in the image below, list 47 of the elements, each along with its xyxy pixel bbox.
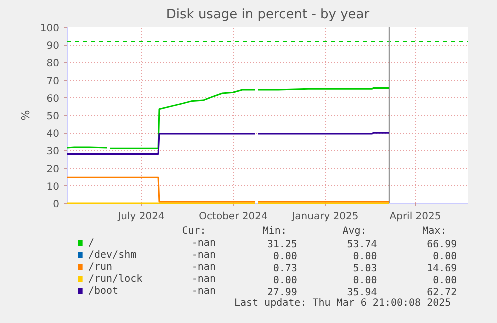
text: 0.00 [353,252,378,262]
legend-label: /run [88,262,113,273]
text: 53.74 [347,240,378,250]
text: 0.00 [353,276,378,286]
text: 35.94 [347,288,378,298]
x-tick-label: July 2024 [117,212,165,222]
text: Last update: Thu Mar 6 21:00:08 2025 [234,298,452,309]
y-tick-label: 50 [46,112,60,122]
text: 0.00 [273,276,298,286]
y-tick-label: 20 [46,164,60,176]
y-tick-label: 40 [46,129,60,140]
text: Avg: [342,226,367,237]
text: -nan [192,286,216,297]
y-tick-label: 60 [46,94,60,105]
text: -nan [192,250,216,261]
y-tick-label: 10 [46,182,60,193]
y-tick-label: 80 [46,58,60,70]
text: 27.99 [267,288,298,298]
text: Min: [262,226,287,237]
x-tick-label: January 2025 [291,212,359,222]
legend-label: /run/lock [88,274,143,285]
text: 62.72 [427,288,458,298]
y-tick-label: 100 [40,24,60,34]
x-tick-label: October 2024 [199,212,268,222]
legend-label: /boot [88,286,119,297]
chart-title: Disk usage in percent - by year [166,8,370,22]
text: 0.00 [433,276,458,286]
text: 0.73 [273,264,298,274]
x-tick-label: April 2025 [390,212,442,222]
text: 0.00 [273,252,298,262]
legend-label: /dev/shm [88,250,137,261]
text: 5.03 [353,264,378,274]
text: -nan [192,238,216,249]
y-tick-label: 90 [46,41,60,52]
text: 14.69 [427,264,458,274]
text: -nan [192,262,216,273]
text: Cur: [182,226,206,237]
y-tick-label: 30 [46,146,60,158]
text: -nan [192,274,216,285]
y-axis-title: % [19,110,32,121]
text: 66.99 [427,240,458,250]
y-tick-label: 0 [53,200,60,210]
text: 31.25 [267,240,298,250]
legend-label: / [88,238,95,249]
text: Max: [422,226,447,237]
text: 0.00 [433,252,458,262]
y-tick-label: 70 [46,76,60,88]
